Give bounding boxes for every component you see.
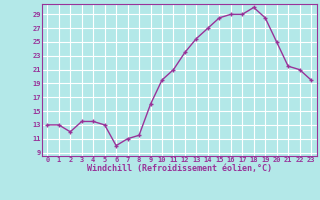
X-axis label: Windchill (Refroidissement éolien,°C): Windchill (Refroidissement éolien,°C) [87,164,272,173]
